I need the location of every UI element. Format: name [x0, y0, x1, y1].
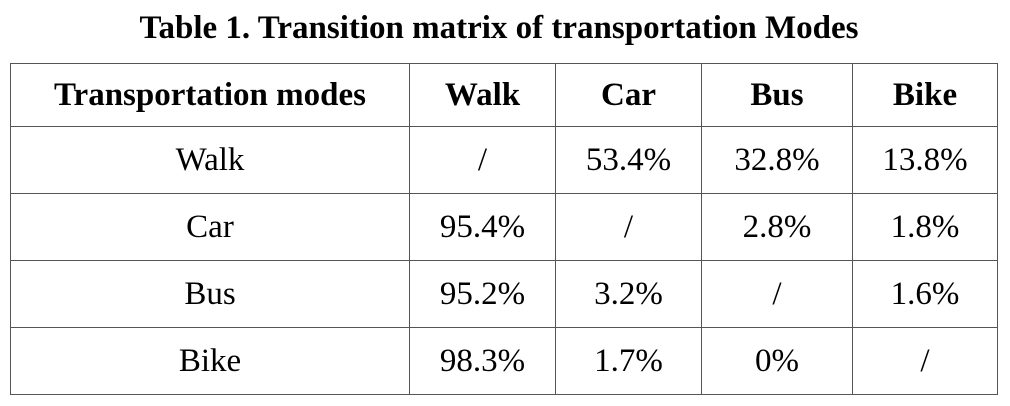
- cell-bike-to-car: 1.7%: [555, 327, 702, 395]
- cell-bike-to-bike: /: [852, 327, 998, 395]
- column-header-walk: Walk: [409, 63, 556, 127]
- cell-bike-to-walk: 98.3%: [409, 327, 556, 395]
- cell-walk-to-bus: 32.8%: [701, 126, 853, 194]
- table-row-car: Car 95.4% / 2.8% 1.8%: [10, 193, 998, 261]
- cell-bus-to-bike: 1.6%: [852, 260, 998, 328]
- cell-car-to-walk: 95.4%: [409, 193, 556, 261]
- cell-walk-to-walk: /: [409, 126, 556, 194]
- cell-bike-to-bus: 0%: [701, 327, 853, 395]
- cell-car-to-bike: 1.8%: [852, 193, 998, 261]
- cell-bus-to-walk: 95.2%: [409, 260, 556, 328]
- row-label-bike: Bike: [10, 327, 410, 395]
- cell-walk-to-bike: 13.8%: [852, 126, 998, 194]
- cell-bus-to-car: 3.2%: [555, 260, 702, 328]
- row-label-walk: Walk: [10, 126, 410, 194]
- table-caption: Table 1. Transition matrix of transporta…: [139, 10, 859, 46]
- cell-walk-to-car: 53.4%: [555, 126, 702, 194]
- transition-matrix-table: Transportation modes Walk Car Bus Bike W…: [10, 63, 998, 395]
- column-header-transportation-modes: Transportation modes: [10, 63, 410, 127]
- cell-car-to-bus: 2.8%: [701, 193, 853, 261]
- table-row-bike: Bike 98.3% 1.7% 0% /: [10, 327, 998, 395]
- column-header-bike: Bike: [852, 63, 998, 127]
- column-header-car: Car: [555, 63, 702, 127]
- cell-car-to-car: /: [555, 193, 702, 261]
- row-label-car: Car: [10, 193, 410, 261]
- column-header-bus: Bus: [701, 63, 853, 127]
- header-row: Transportation modes Walk Car Bus Bike: [10, 63, 998, 127]
- table-row-bus: Bus 95.2% 3.2% / 1.6%: [10, 260, 998, 328]
- table-row-walk: Walk / 53.4% 32.8% 13.8%: [10, 126, 998, 194]
- cell-bus-to-bus: /: [701, 260, 853, 328]
- row-label-bus: Bus: [10, 260, 410, 328]
